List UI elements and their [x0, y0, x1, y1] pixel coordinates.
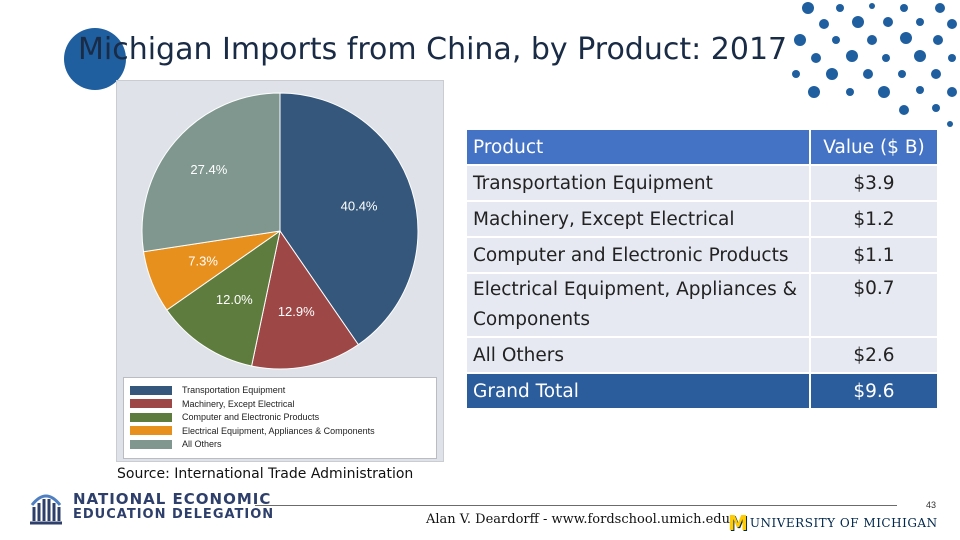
decorative-dot-pattern	[792, 2, 957, 127]
title-accent-circle	[64, 28, 126, 90]
legend-label: Machinery, Except Electrical	[182, 398, 295, 409]
legend-swatch	[130, 426, 172, 435]
pie-slice	[279, 92, 419, 346]
legend-label: All Others	[182, 439, 222, 449]
legend-label: Electrical Equipment, Appliances & Compo…	[182, 425, 375, 436]
need-logo-line1: NATIONAL ECONOMIC	[73, 490, 272, 508]
legend-swatch	[130, 439, 172, 449]
legend-label: Transportation Equipment	[182, 385, 286, 395]
imports-table: Product Value ($ B) Transportation Equip…	[465, 128, 939, 410]
value-cell: $1.1	[809, 236, 939, 274]
value-cell: $3.9	[809, 164, 939, 202]
table-row: Computer and Electronic Products $1.1	[465, 236, 939, 274]
value-cell: $2.6	[809, 336, 939, 374]
slide-title: Michigan Imports from China, by Product:…	[78, 32, 788, 67]
legend-item: Machinery, Except Electrical	[130, 398, 294, 410]
total-label-cell: Grand Total	[465, 372, 811, 410]
legend-swatch	[130, 399, 172, 408]
table-row: Electrical Equipment, Appliances & Compo…	[465, 272, 939, 338]
block-m-mark: M	[728, 511, 748, 535]
capitol-dome-icon	[30, 494, 62, 525]
table-row: Machinery, Except Electrical $1.2	[465, 200, 939, 238]
need-logo: NATIONAL ECONOMIC EDUCATION DELEGATION	[26, 487, 273, 527]
pie-slice-label: 12.0%	[216, 292, 253, 307]
table-header-row: Product Value ($ B)	[465, 128, 939, 166]
page-number: 43	[926, 500, 937, 510]
value-cell: $1.2	[809, 200, 939, 238]
product-cell: Transportation Equipment	[465, 164, 811, 202]
product-cell: Computer and Electronic Products	[465, 236, 811, 274]
pie-slice-label: 27.4%	[190, 162, 227, 177]
pie-slice-label: 40.4%	[341, 198, 378, 213]
value-cell: $0.7	[809, 272, 939, 338]
pie-slice-label: 7.3%	[188, 254, 218, 269]
pie-slice	[250, 229, 359, 370]
value-column-header: Value ($ B)	[809, 128, 939, 166]
legend-item: Computer and Electronic Products	[130, 411, 319, 423]
um-logo-text: UNIVERSITY OF MICHIGAN	[749, 516, 938, 530]
total-value-cell: $9.6	[809, 372, 939, 410]
university-of-michigan-logo: M UNIVERSITY OF MICHIGAN	[728, 511, 938, 535]
grand-total-row: Grand Total $9.6	[465, 372, 939, 410]
author-credit: Alan V. Deardorff - www.fordschool.umich…	[426, 512, 730, 527]
legend-swatch	[130, 385, 172, 395]
source-note: Source: International Trade Administrati…	[117, 466, 414, 482]
product-cell: All Others	[465, 336, 811, 374]
legend-item: Electrical Equipment, Appliances & Compo…	[130, 425, 375, 437]
need-logo-line2: EDUCATION DELEGATION	[73, 507, 275, 522]
legend-item: Transportation Equipment	[130, 384, 285, 396]
pie-legend: Transportation Equipment Machinery, Excep…	[123, 377, 437, 459]
legend-label: Computer and Electronic Products	[182, 412, 320, 422]
table-row: All Others $2.6	[465, 336, 939, 374]
pie-chart-panel: 40.4% 12.9% 12.0% 7.3% 27.4% Transportation …	[116, 80, 444, 462]
footer-divider	[255, 505, 897, 506]
table-row: Transportation Equipment $3.9	[465, 164, 939, 202]
product-column-header: Product	[465, 128, 811, 166]
legend-swatch	[130, 412, 172, 422]
legend-item: All Others	[130, 438, 222, 450]
product-cell: Machinery, Except Electrical	[465, 200, 811, 238]
pie-slice	[141, 92, 281, 253]
pie-slice	[166, 229, 281, 367]
pie-slice-label: 12.9%	[278, 304, 315, 319]
product-cell: Electrical Equipment, Appliances & Compo…	[465, 272, 811, 338]
pie-chart: 40.4% 12.9% 12.0% 7.3% 27.4%	[141, 92, 419, 370]
